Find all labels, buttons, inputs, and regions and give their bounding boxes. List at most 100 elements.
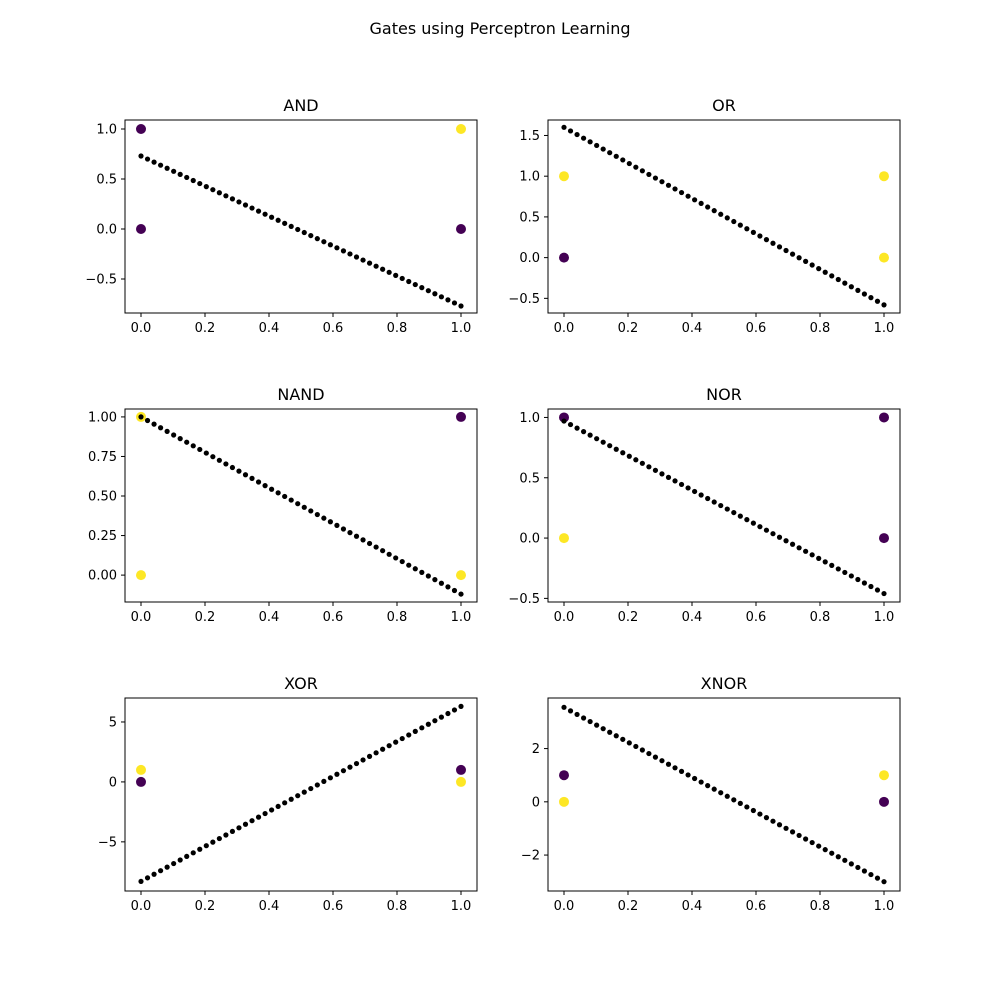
- boundary-point: [236, 468, 242, 474]
- boundary-point: [184, 439, 190, 445]
- boundary-point: [288, 497, 294, 503]
- x-tick-label: 0.4: [682, 610, 703, 625]
- boundary-point: [881, 879, 887, 885]
- axes-frame: [124, 408, 478, 603]
- x-tick-label: 1.0: [874, 899, 895, 914]
- boundary-point: [567, 128, 574, 134]
- boundary-point: [347, 251, 353, 257]
- boundary-point: [705, 495, 711, 502]
- boundary-point: [789, 541, 796, 547]
- boundary-point: [157, 425, 164, 431]
- x-tick-label: 0.6: [746, 610, 767, 625]
- boundary-point: [718, 211, 724, 217]
- boundary-point: [705, 204, 711, 210]
- boundary-point: [665, 761, 672, 767]
- boundary-point: [692, 197, 698, 203]
- y-tick-label: 1.0: [96, 123, 117, 138]
- boundary-point: [685, 772, 691, 778]
- boundary-point: [373, 544, 379, 550]
- x-tick-label: 1.0: [874, 321, 895, 336]
- boundary-point: [874, 587, 881, 593]
- subplot-title: XOR: [284, 674, 318, 693]
- boundary-point: [144, 875, 151, 881]
- boundary-point: [763, 527, 770, 533]
- boundary-point: [750, 520, 756, 526]
- boundary-point: [151, 421, 157, 427]
- data-point: [559, 533, 569, 544]
- y-tick-label: −0.5: [508, 592, 540, 607]
- boundary-point: [639, 168, 645, 174]
- boundary-point: [561, 704, 567, 710]
- y-tick-label: 0.00: [88, 569, 117, 584]
- boundary-point: [659, 179, 665, 185]
- y-tick-label: 0: [532, 795, 540, 810]
- x-tick-label: 0.0: [131, 610, 152, 625]
- boundary-point: [295, 793, 301, 799]
- boundary-point: [626, 740, 632, 746]
- boundary-point: [249, 205, 255, 211]
- x-tick-label: 0.4: [682, 899, 703, 914]
- boundary-point: [393, 739, 399, 745]
- boundary-point: [432, 577, 438, 583]
- boundary-point: [835, 854, 841, 860]
- boundary-point: [809, 552, 815, 558]
- x-tick-label: 0.0: [131, 321, 152, 336]
- boundary-point: [412, 566, 418, 572]
- boundary-point: [288, 796, 294, 802]
- boundary-point: [353, 254, 360, 260]
- boundary-point: [881, 302, 887, 308]
- boundary-point: [255, 208, 262, 214]
- boundary-point: [334, 771, 340, 777]
- boundary-point: [177, 857, 183, 863]
- boundary-point: [458, 303, 464, 309]
- boundary-point: [347, 530, 353, 536]
- x-tick-label: 0.2: [618, 610, 639, 625]
- y-tick-label: 1.0: [519, 170, 540, 185]
- boundary-point: [255, 479, 262, 485]
- boundary-point: [340, 526, 347, 532]
- boundary-point: [652, 467, 659, 473]
- boundary-point: [295, 226, 301, 233]
- boundary-point: [829, 273, 835, 279]
- boundary-point: [308, 232, 314, 239]
- boundary-point: [744, 804, 750, 810]
- x-tick-label: 0.8: [387, 321, 408, 336]
- boundary-point: [236, 825, 242, 831]
- boundary-point: [380, 266, 386, 272]
- boundary-point: [580, 135, 587, 141]
- boundary-point: [171, 168, 177, 174]
- boundary-point: [458, 703, 464, 709]
- boundary-point: [809, 839, 815, 846]
- boundary-point: [190, 443, 196, 449]
- boundary-point: [406, 562, 412, 568]
- boundary-point: [600, 439, 606, 445]
- x-tick-label: 0.6: [323, 321, 344, 336]
- boundary-point: [184, 853, 190, 860]
- boundary-point: [216, 190, 222, 196]
- boundary-point: [633, 457, 639, 463]
- boundary-point: [633, 164, 639, 170]
- boundary-point: [314, 782, 320, 788]
- data-point: [879, 796, 889, 807]
- boundary-point: [229, 464, 236, 471]
- boundary-point: [796, 832, 802, 839]
- y-tick-label: 1.5: [519, 129, 540, 144]
- boundary-point: [262, 810, 268, 817]
- x-tick-label: 0.6: [323, 610, 344, 625]
- boundary-point: [613, 733, 619, 739]
- subplot-and: AND 0.0 0.2 0.4 0.6 0.8 1.0 −0.5 0.0 0.5 1.0: [85, 96, 478, 336]
- y-tick-label: 1.0: [519, 411, 540, 426]
- boundary-point: [445, 297, 451, 303]
- boundary-point: [203, 184, 209, 190]
- boundary-point: [425, 288, 431, 294]
- boundary-point: [321, 239, 327, 245]
- boundary-point: [301, 229, 307, 236]
- boundary-point: [861, 868, 868, 874]
- boundary-point: [803, 548, 809, 554]
- boundary-point: [646, 464, 652, 470]
- y-tick-label: 0.0: [519, 251, 540, 266]
- boundary-point: [705, 783, 711, 789]
- boundary-point: [334, 522, 340, 528]
- boundary-point: [157, 162, 164, 168]
- boundary-point: [432, 291, 438, 297]
